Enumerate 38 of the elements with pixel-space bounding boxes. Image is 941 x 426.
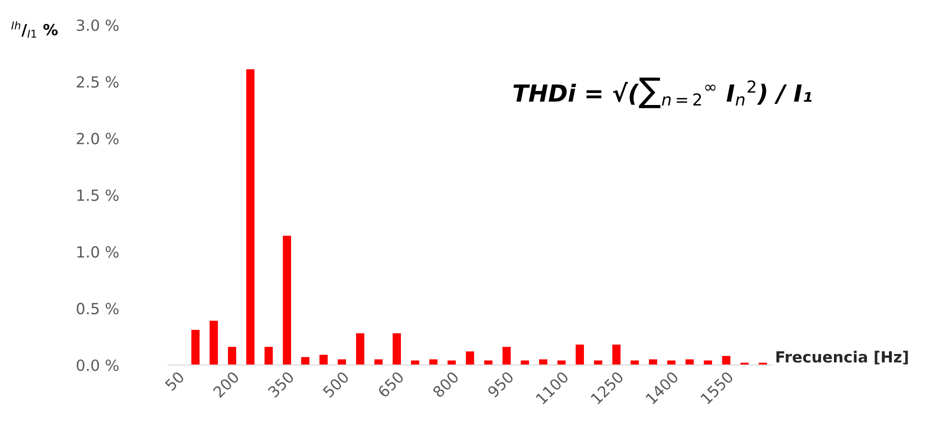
- bar: [319, 354, 328, 365]
- annotation: THDi = √(∑$_{n=2}$$^{∞}$ I$_{n}$$^{2}$) / I₁: [513, 78, 812, 108]
- bar: [484, 360, 492, 365]
- y-tick-label: 1.5 %: [77, 189, 119, 202]
- bar: [264, 346, 273, 365]
- x-tick-label: 350: [267, 370, 295, 398]
- x-tick-label: 800: [432, 370, 460, 398]
- bar: [667, 360, 676, 365]
- bar: [191, 330, 200, 365]
- bar: [630, 360, 639, 365]
- x-tick-label: 50: [164, 370, 185, 392]
- bar: [301, 357, 310, 365]
- bar: [228, 346, 236, 365]
- bar: [612, 344, 621, 365]
- bar: [356, 333, 364, 365]
- x-tick-label: 950: [486, 370, 514, 398]
- bar: [282, 236, 292, 365]
- x-tick-label: 500: [322, 370, 350, 398]
- bar: [539, 359, 548, 365]
- y-axis-title: $^{Ih}$/$_{I1}$ %: [11, 21, 58, 38]
- bar: [210, 320, 218, 365]
- bar: [722, 356, 730, 365]
- x-tick-label: 200: [212, 370, 240, 398]
- y-tick-label: 2.0 %: [76, 132, 119, 144]
- y-tick-label: 0.0 %: [76, 359, 119, 372]
- y-tick-label: 2.5 %: [76, 76, 119, 88]
- bar: [246, 69, 254, 365]
- bar: [448, 360, 456, 365]
- bar: [466, 351, 474, 365]
- y-tick-label: 0.5 %: [76, 302, 119, 314]
- bar: [576, 344, 584, 365]
- bar: [502, 346, 511, 365]
- x-tick-label: 650: [377, 370, 404, 398]
- bar: [392, 333, 401, 365]
- x-axis-title: Frecuencia [Hz]: [776, 350, 908, 364]
- bar: [686, 359, 694, 365]
- y-tick-label: 3.0 %: [76, 19, 119, 32]
- y-tick-label: 1.0 %: [77, 246, 119, 258]
